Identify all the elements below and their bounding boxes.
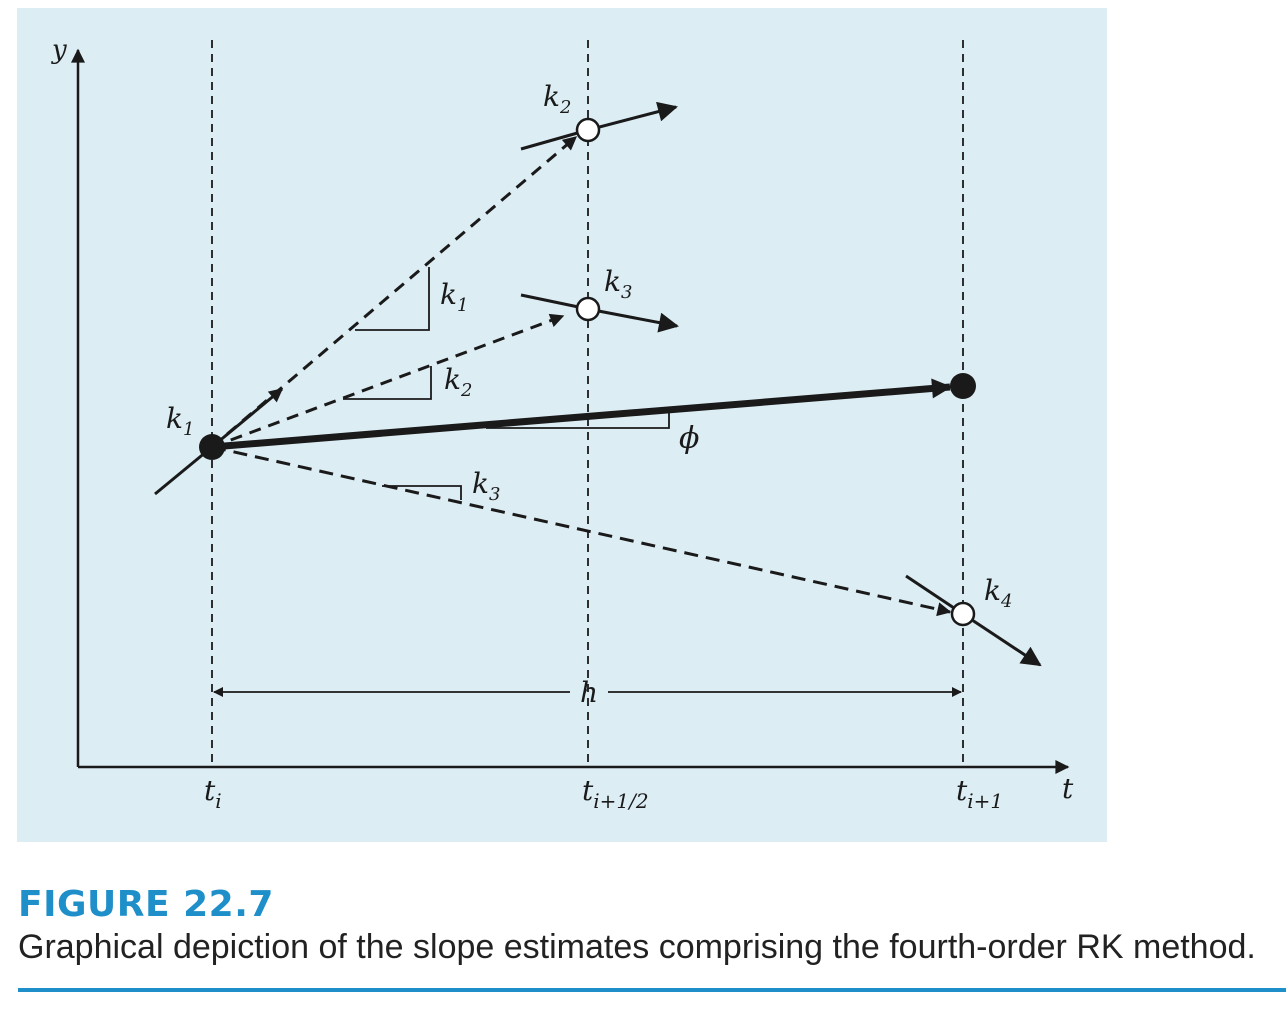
slope-triangle-k3-label: k3 — [472, 467, 500, 505]
slope-triangle-k2-label: k2 — [444, 363, 472, 401]
k3-midpoint-marker — [575, 296, 601, 322]
k2-top-label: k2 — [543, 80, 571, 118]
k4-endpoint-marker — [950, 601, 976, 627]
start-point-marker — [199, 434, 225, 460]
figure-caption: Graphical depiction of the slope estimat… — [18, 928, 1256, 966]
slope-triangle-k1 — [355, 267, 430, 331]
k3-mid-label: k3 — [604, 265, 632, 303]
phi-label: ϕ — [679, 421, 699, 456]
tick-label-t-next: ti+1 — [956, 774, 1003, 813]
x-axis-label: t — [1062, 772, 1074, 805]
phi-slope-triangle — [486, 411, 670, 429]
tick-label-t-i: ti — [204, 774, 222, 813]
slope-triangle-k3 — [382, 485, 462, 500]
k4-end-label: k4 — [984, 574, 1012, 612]
y-axis-label: y — [51, 35, 67, 65]
k2-midpoint-marker — [575, 117, 601, 143]
k2-slope-arrow — [587, 101, 678, 132]
figure-title: FIGURE 22.7 — [18, 884, 274, 925]
k2-dashed-projection — [211, 313, 565, 449]
k3-dashed-projection — [211, 445, 952, 617]
slope-triangle-k1-label: k1 — [440, 278, 468, 316]
slope-triangle-k2 — [343, 366, 432, 400]
tick-label-t-half: ti+1/2 — [582, 774, 649, 813]
caption-divider — [18, 988, 1286, 992]
step-label-h: h — [580, 676, 598, 709]
end-point-marker — [950, 373, 976, 399]
phi-slope-arrow — [211, 378, 952, 451]
k3-slope-arrow — [587, 307, 679, 333]
k1-start-label: k1 — [166, 402, 194, 440]
k4-slope-arrow — [962, 612, 1042, 667]
